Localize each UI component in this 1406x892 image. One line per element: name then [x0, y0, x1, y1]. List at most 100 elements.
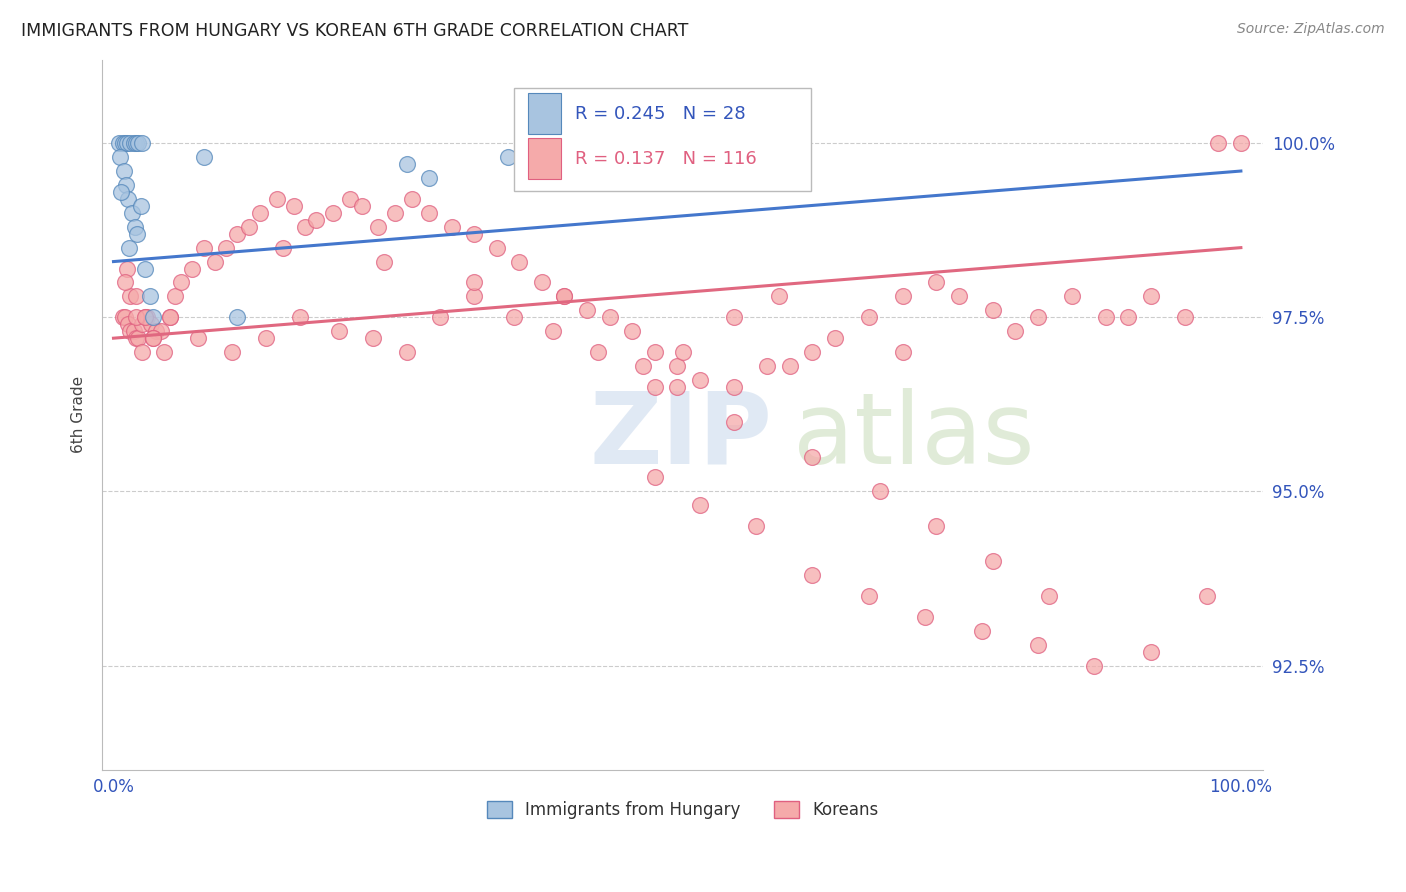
Point	[541, 324, 564, 338]
Point	[530, 164, 553, 178]
Point	[181, 261, 204, 276]
Point	[127, 331, 149, 345]
Point	[891, 289, 914, 303]
Point	[367, 219, 389, 234]
Point	[768, 289, 790, 303]
Point	[418, 171, 440, 186]
Point	[249, 206, 271, 220]
Point	[305, 212, 328, 227]
Point	[925, 519, 948, 533]
Point	[117, 318, 139, 332]
Legend: Immigrants from Hungary, Koreans: Immigrants from Hungary, Koreans	[481, 794, 886, 826]
Point	[125, 136, 148, 151]
Point	[981, 554, 1004, 568]
Point	[142, 331, 165, 345]
Point	[463, 276, 485, 290]
Point	[1038, 589, 1060, 603]
Point	[115, 136, 138, 151]
Point	[131, 318, 153, 332]
Point	[925, 276, 948, 290]
Point	[271, 241, 294, 255]
Point	[129, 199, 152, 213]
Point	[1083, 658, 1105, 673]
Point	[120, 289, 142, 303]
Text: Source: ZipAtlas.com: Source: ZipAtlas.com	[1237, 22, 1385, 37]
Point	[204, 254, 226, 268]
Point	[127, 227, 149, 241]
Point	[131, 136, 153, 151]
Point	[159, 310, 181, 325]
Point	[226, 310, 249, 325]
Point	[339, 192, 361, 206]
Point	[350, 199, 373, 213]
Point	[723, 310, 745, 325]
Point	[1026, 310, 1049, 325]
Point	[1060, 289, 1083, 303]
Point	[134, 310, 156, 325]
Point	[801, 568, 824, 582]
Point	[294, 219, 316, 234]
Point	[111, 136, 134, 151]
Point	[114, 276, 136, 290]
Point	[1004, 324, 1026, 338]
Point	[644, 470, 666, 484]
Point	[666, 359, 689, 373]
Point	[723, 380, 745, 394]
Point	[1139, 644, 1161, 658]
Point	[1116, 310, 1139, 325]
Point	[1230, 136, 1253, 151]
Point	[193, 241, 215, 255]
Point	[111, 310, 134, 325]
Point	[1026, 638, 1049, 652]
Point	[149, 324, 172, 338]
Point	[553, 289, 575, 303]
Point	[187, 331, 209, 345]
Point	[328, 324, 350, 338]
Text: ZIP: ZIP	[591, 388, 773, 484]
Point	[395, 345, 418, 359]
Point	[588, 345, 610, 359]
Point	[858, 589, 880, 603]
Text: R = 0.245   N = 28: R = 0.245 N = 28	[575, 105, 745, 123]
Point	[801, 450, 824, 464]
Point	[114, 136, 136, 151]
Point	[110, 150, 132, 164]
Point	[1173, 310, 1195, 325]
Point	[970, 624, 993, 638]
Point	[139, 318, 162, 332]
Point	[125, 289, 148, 303]
Point	[824, 331, 846, 345]
Point	[496, 150, 519, 164]
Point	[193, 150, 215, 164]
Point	[142, 310, 165, 325]
Point	[384, 206, 406, 220]
Point	[153, 345, 176, 359]
Point	[142, 331, 165, 345]
Point	[575, 303, 598, 318]
Point	[621, 324, 644, 338]
Point	[373, 254, 395, 268]
Point	[779, 359, 801, 373]
Point	[117, 192, 139, 206]
Point	[801, 345, 824, 359]
Point	[221, 345, 243, 359]
Point	[440, 219, 463, 234]
Point	[122, 324, 145, 338]
Point	[1094, 310, 1116, 325]
Y-axis label: 6th Grade: 6th Grade	[72, 376, 86, 453]
Point	[254, 331, 277, 345]
Point	[110, 185, 132, 199]
Bar	[529, 137, 561, 179]
Point	[114, 310, 136, 325]
Point	[599, 310, 621, 325]
Point	[131, 345, 153, 359]
Point	[159, 310, 181, 325]
Point	[115, 178, 138, 192]
Point	[401, 192, 423, 206]
Point	[948, 289, 970, 303]
Point	[429, 310, 451, 325]
Bar	[529, 93, 561, 134]
Text: IMMIGRANTS FROM HUNGARY VS KOREAN 6TH GRADE CORRELATION CHART: IMMIGRANTS FROM HUNGARY VS KOREAN 6TH GR…	[21, 22, 689, 40]
Point	[723, 415, 745, 429]
Point	[502, 310, 524, 325]
